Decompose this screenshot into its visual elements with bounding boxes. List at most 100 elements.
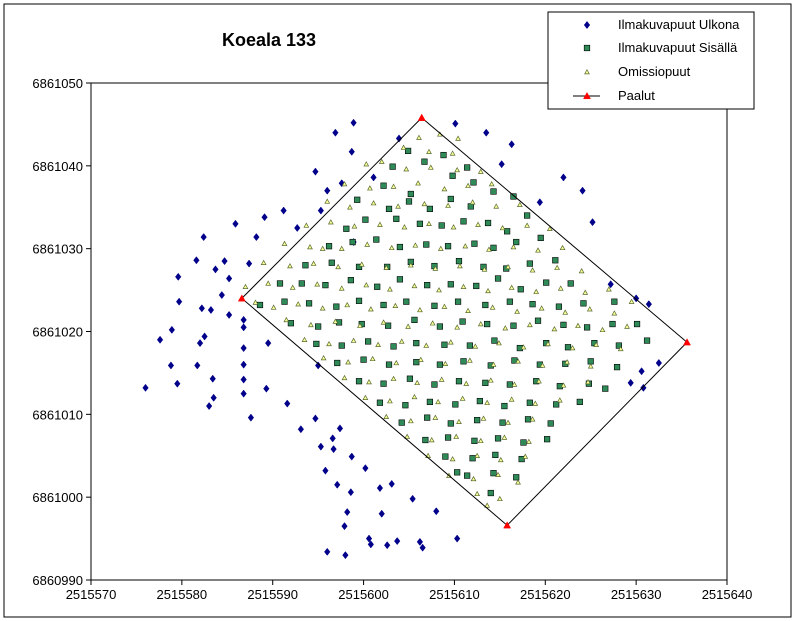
inside-tree-point (529, 301, 536, 308)
omission-tree-point (369, 355, 376, 362)
outside-tree-point (225, 310, 233, 319)
series-3 (237, 113, 691, 529)
outside-tree-point (384, 541, 391, 550)
inside-tree-point (633, 320, 641, 328)
outside-tree-point (332, 128, 339, 137)
outside-tree-point (508, 140, 515, 149)
omission-tree-point (260, 259, 267, 265)
omission-tree-point (417, 306, 423, 313)
outside-tree-point (627, 378, 634, 387)
legend-marker-1 (583, 44, 591, 52)
omission-tree-point (560, 382, 567, 388)
omission-tree-point (387, 286, 393, 292)
omission-tree-point (465, 307, 471, 313)
inside-tree-point (390, 343, 397, 350)
inside-tree-point (518, 455, 525, 463)
outside-tree-point (342, 551, 349, 560)
omission-tree-point (475, 221, 481, 227)
outside-tree-point (322, 466, 329, 475)
omission-tree-point (575, 322, 581, 328)
inside-tree-point (281, 298, 288, 305)
omission-tree-point (252, 299, 259, 305)
inside-tree-point (513, 238, 520, 246)
omission-tree-point (505, 263, 511, 270)
outside-tree-point (645, 300, 652, 309)
omission-tree-point (301, 336, 308, 342)
omission-tree-point (481, 266, 488, 272)
inside-tree-point (355, 263, 363, 270)
inside-tree-point (447, 281, 454, 288)
x-tick-label: 2515620 (520, 587, 571, 602)
outside-tree-point (536, 198, 543, 207)
omission-tree-point (388, 244, 395, 251)
omission-tree-point (454, 324, 461, 330)
inside-tree-point (567, 280, 574, 287)
omission-tree-point (556, 397, 563, 403)
inside-tree-point (526, 260, 533, 267)
omission-tree-point (562, 309, 569, 315)
omission-tree-point (529, 416, 536, 422)
x-tick-label: 2515630 (611, 587, 662, 602)
outside-tree-point (312, 414, 319, 423)
inside-tree-point (405, 198, 413, 205)
omission-tree-point (370, 200, 377, 206)
omission-tree-point (520, 344, 527, 350)
stake-point (417, 113, 426, 121)
omission-tree-point (585, 379, 591, 385)
omission-tree-point (593, 341, 600, 347)
omission-tree-point (445, 202, 451, 208)
omission-tree-point (390, 183, 397, 189)
inside-tree-point (349, 238, 356, 246)
legend-label: Ilmakuvapuut Sisällä (618, 40, 738, 55)
outside-tree-point (200, 233, 207, 242)
omission-tree-point (345, 359, 352, 365)
inside-tree-point (325, 243, 333, 250)
inside-tree-point (499, 419, 506, 426)
outside-tree-point (452, 119, 459, 128)
omission-tree-point (515, 479, 521, 485)
inside-tree-point (484, 219, 492, 227)
inside-tree-point (484, 320, 491, 328)
inside-tree-point (491, 337, 498, 344)
omission-tree-point (432, 265, 439, 271)
outside-tree-point (324, 547, 331, 556)
legend: Ilmakuvapuut Ulkona Ilmakuvapuut Sisällä O… (547, 11, 755, 110)
omission-tree-point (437, 245, 444, 251)
omission-tree-point (538, 305, 545, 311)
inside-tree-point (470, 179, 477, 186)
omission-tree-point (395, 203, 401, 209)
inside-tree-point (494, 435, 502, 442)
omission-tree-point (465, 182, 471, 188)
omission-tree-point (456, 418, 462, 424)
inside-tree-point (553, 401, 560, 408)
omission-tree-point (380, 319, 387, 325)
omission-tree-point (508, 284, 515, 290)
omission-tree-point (536, 378, 542, 384)
outside-tree-point (388, 479, 395, 488)
omission-tree-point (363, 161, 370, 167)
omission-tree-point (496, 340, 502, 346)
inside-tree-point (524, 416, 532, 423)
outside-tree-point (265, 339, 272, 348)
omission-tree-point (578, 268, 585, 274)
omission-tree-point (416, 134, 422, 140)
outside-tree-point (347, 488, 354, 497)
outside-tree-point (198, 304, 205, 313)
inside-tree-point (287, 320, 294, 327)
inside-tree-point (385, 361, 393, 368)
outside-tree-point (336, 424, 344, 433)
omission-tree-point (472, 343, 479, 349)
inside-tree-point (517, 286, 524, 293)
outside-tree-point (210, 393, 217, 402)
omission-tree-point (357, 322, 363, 328)
inside-tree-point (609, 320, 616, 328)
outside-tree-point (174, 379, 181, 388)
outside-tree-point (365, 534, 373, 543)
inside-tree-point (492, 451, 499, 459)
y-tick-label: 6860990 (32, 573, 83, 588)
inside-tree-point (444, 243, 452, 250)
omission-tree-point (393, 359, 400, 366)
inside-tree-point (447, 420, 454, 427)
inside-tree-point (302, 262, 309, 269)
outside-tree-point (156, 335, 164, 344)
